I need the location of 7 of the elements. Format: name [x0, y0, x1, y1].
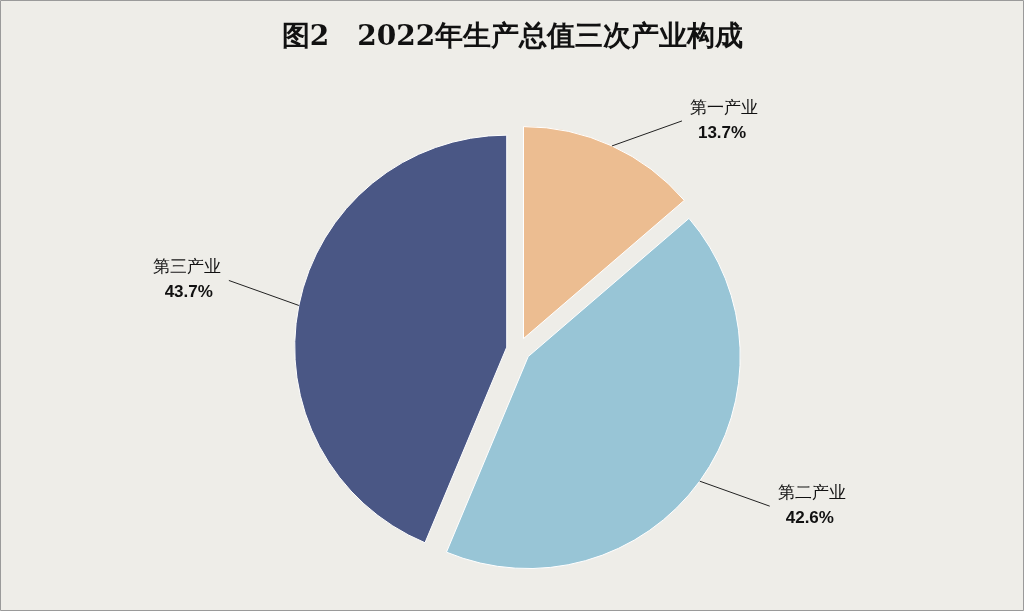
slice-label: 第二产业 — [777, 482, 846, 503]
chart-title: 图2 2022年生产总值三次产业构成 — [281, 18, 744, 52]
data-label: 13.7% — [697, 122, 747, 142]
slice-label: 第三产业 — [152, 256, 221, 277]
slice-label: 第一产业 — [689, 96, 758, 117]
data-label: 42.6% — [785, 508, 834, 528]
data-label: 43.7% — [164, 282, 213, 302]
